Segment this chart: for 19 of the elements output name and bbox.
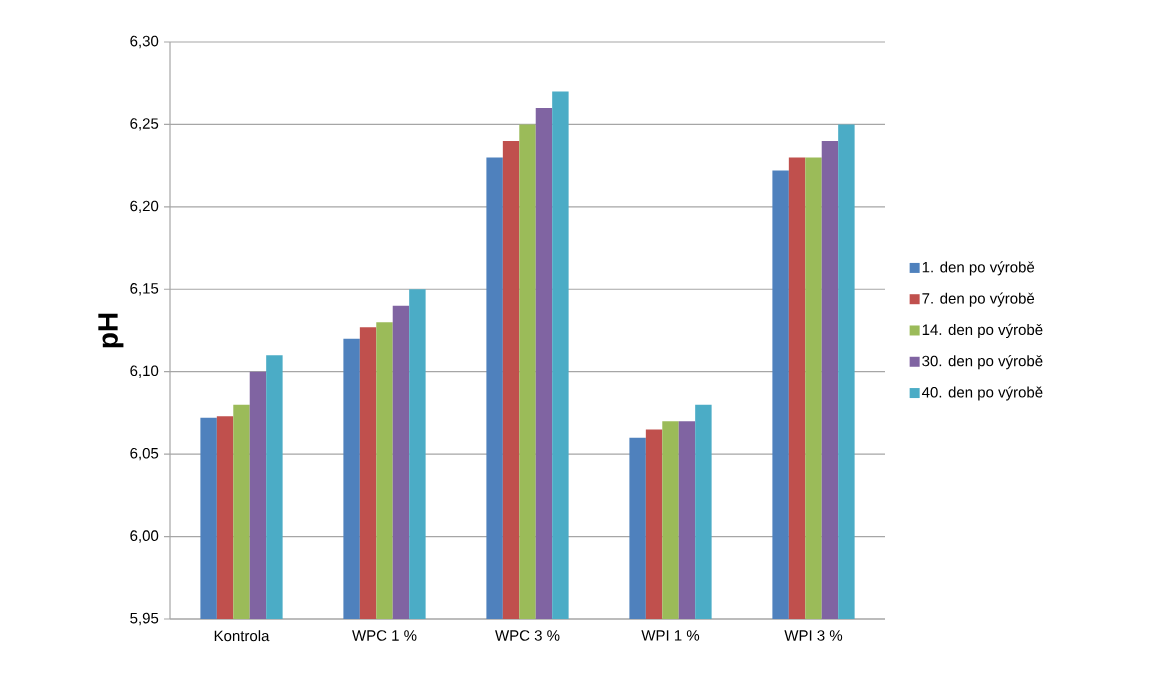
x-tick-label: WPI 3 %	[784, 630, 843, 641]
legend-label: 1. den po výrobě	[922, 261, 1035, 276]
y-axis-title: pH	[98, 313, 124, 348]
x-tick-label: Kontrola	[214, 630, 270, 642]
x-tick-label: WPC 1 %	[352, 630, 417, 641]
legend-label: 40. den po výrobě	[921, 386, 1043, 401]
x-tick-label: WPI 1 %	[641, 630, 700, 641]
x-tick-label: WPC 3 %	[495, 630, 560, 641]
y-tick-label: 6,25	[130, 118, 159, 131]
y-tick-label: 6,30	[130, 35, 159, 49]
y-tick-label: 6,20	[130, 200, 159, 214]
y-tick-label: 6,00	[130, 530, 159, 543]
y-tick-label: 6,05	[130, 447, 159, 461]
y-tick-label: 6,15	[130, 283, 159, 296]
legend-label: 14. den po výrobě	[922, 323, 1043, 338]
legend-label: 7. den po výrobě	[922, 292, 1035, 307]
y-tick-label: 5,95	[130, 612, 159, 626]
y-tick-label: 6,10	[130, 365, 159, 378]
legend-label: 30. den po výrobě	[922, 355, 1043, 370]
